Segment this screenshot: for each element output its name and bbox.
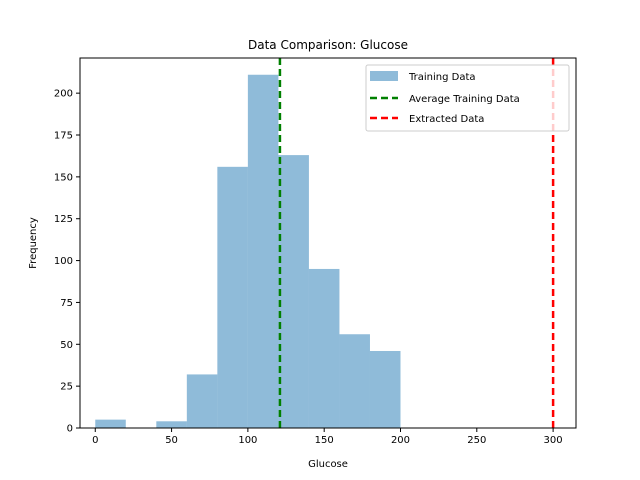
y-tick-label: 150 <box>54 172 73 183</box>
y-tick-label: 125 <box>54 214 73 225</box>
x-tick-label: 50 <box>165 435 178 446</box>
histogram-bar <box>156 421 187 428</box>
legend-frame <box>365 64 570 132</box>
y-tick-label: 0 <box>67 424 73 435</box>
legend-label: Average Training Data <box>409 94 520 105</box>
x-axis-label: Glucose <box>308 459 348 470</box>
histogram-bar <box>278 155 309 428</box>
histogram-bar <box>369 350 401 428</box>
legend-swatch <box>370 71 398 81</box>
y-tick-label: 25 <box>60 382 73 393</box>
legend: Training Data Average Training Data Extrac… <box>365 64 570 132</box>
histogram-bar <box>339 334 370 428</box>
x-tick-label: 300 <box>544 435 563 446</box>
histogram-bar <box>247 74 279 429</box>
histogram-bar <box>186 374 218 428</box>
chart-title: Data Comparison: Glucose <box>248 38 408 52</box>
x-tick-label: 150 <box>315 435 334 446</box>
y-axis-label: Frequency <box>28 217 39 269</box>
y-tick-label: 100 <box>54 256 73 267</box>
legend-label: Extracted Data <box>409 114 484 125</box>
x-tick-label: 250 <box>467 435 486 446</box>
y-tick-label: 50 <box>60 340 73 351</box>
x-tick-label: 100 <box>238 435 257 446</box>
histogram-bar <box>308 268 340 428</box>
x-tick-label: 200 <box>391 435 410 446</box>
histogram-bar <box>95 419 126 428</box>
y-tick-label: 200 <box>54 89 73 100</box>
x-tick-label: 0 <box>92 435 98 446</box>
y-tick-label: 175 <box>54 131 73 142</box>
legend-label: Training Data <box>408 72 476 83</box>
plot-frame <box>79 57 577 429</box>
y-tick-label: 75 <box>60 298 73 309</box>
histogram-bar <box>217 166 248 428</box>
